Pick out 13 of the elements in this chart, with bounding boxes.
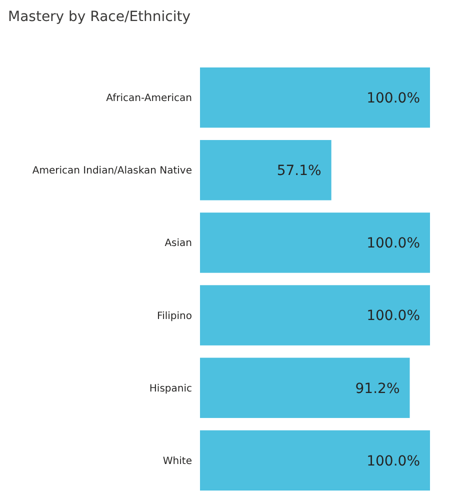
y-tick-label: Filipino (157, 310, 192, 322)
y-tick-label: White (162, 456, 192, 467)
data-label: 91.2% (355, 380, 400, 397)
data-label: 100.0% (366, 453, 420, 470)
y-tick-label: Hispanic (149, 383, 192, 394)
data-label: 100.0% (366, 236, 420, 252)
data-label: 57.1% (276, 163, 322, 180)
y-tick-label: American Indian/Alaskan Native (32, 166, 192, 177)
y-tick-label: Asian (164, 238, 192, 250)
data-label: 100.0% (366, 90, 420, 106)
chart-title: Mastery by Race/Ethnicity (8, 9, 191, 25)
data-label: 100.0% (366, 308, 420, 324)
y-tick-label: African-American (106, 93, 192, 104)
